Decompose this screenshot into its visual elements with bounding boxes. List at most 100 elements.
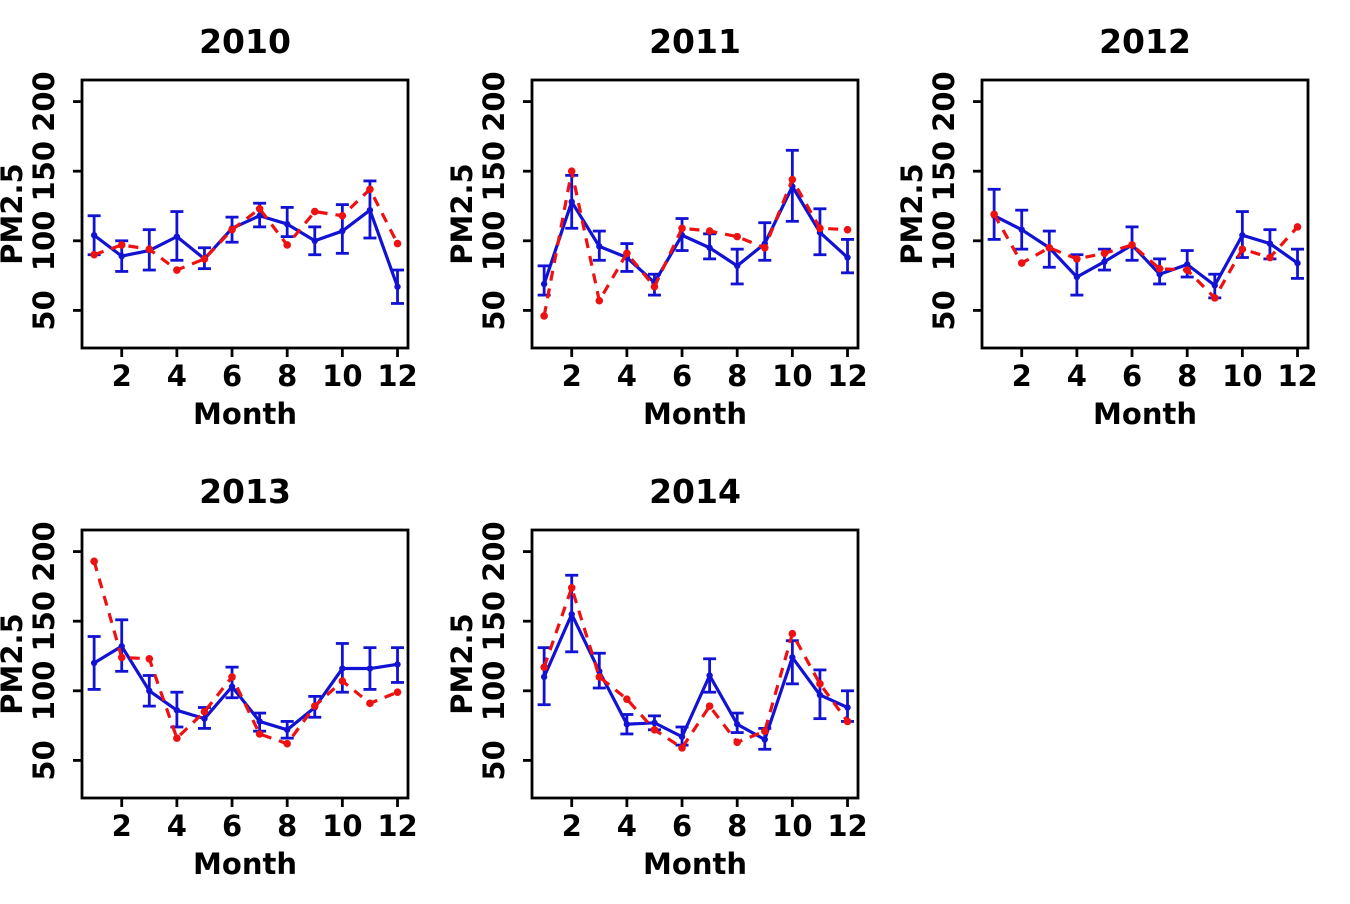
y-tick-label: 50 <box>27 740 61 780</box>
mean-point <box>90 232 98 239</box>
predicted-point <box>145 245 154 253</box>
panel-title: 2013 <box>199 472 291 511</box>
mean-point <box>339 665 346 672</box>
predicted-point <box>623 249 631 258</box>
y-tick-label: 50 <box>27 290 61 330</box>
y-axis-label: PM2.5 <box>450 163 479 265</box>
plot-box <box>980 78 1310 350</box>
mean-point <box>283 726 291 733</box>
y-tick-label: 200 <box>477 521 511 582</box>
y-tick-label: 100 <box>27 211 61 272</box>
predicted-point <box>283 241 291 249</box>
x-tick-label: 4 <box>617 359 637 393</box>
predicted-point <box>1073 255 1081 263</box>
x-tick-label: 8 <box>277 809 297 843</box>
x-tick-label: 4 <box>617 809 637 843</box>
mean-point <box>733 721 741 728</box>
y-tick-label: 100 <box>477 211 511 272</box>
predicted-point <box>623 695 631 703</box>
x-tick-label: 10 <box>322 359 362 393</box>
predicted-point <box>678 744 686 752</box>
mean-point <box>1266 240 1274 247</box>
predicted-point <box>733 738 741 747</box>
x-tick-label: 6 <box>1122 359 1142 393</box>
predicted-point <box>567 167 576 175</box>
predicted-point <box>650 282 659 291</box>
mean-point <box>394 661 401 668</box>
predicted-point <box>117 653 126 662</box>
plot-box <box>80 78 410 350</box>
y-axis-label: PM2.5 <box>0 163 29 265</box>
predicted-point <box>816 224 824 233</box>
predicted-point <box>90 557 98 566</box>
x-axis-label: Month <box>1093 397 1197 431</box>
mean-point <box>596 243 603 250</box>
mean-point <box>228 683 236 690</box>
predicted-point <box>760 243 769 252</box>
y-tick-label: 150 <box>927 141 961 202</box>
x-tick-label: 4 <box>1067 359 1087 393</box>
mean-point <box>651 719 658 727</box>
x-tick-label: 12 <box>827 359 867 393</box>
y-tick-label: 100 <box>927 211 961 272</box>
y-tick-label: 50 <box>477 290 511 330</box>
predicted-point <box>843 717 852 726</box>
x-tick-label: 2 <box>562 359 582 393</box>
chart-panel: 2 4 6 8 10 12 50 100 150 200 2012 Month PM2.5 <box>895 0 1350 450</box>
predicted-line <box>92 560 399 746</box>
y-tick-label: 50 <box>477 740 511 780</box>
predicted-point <box>1183 266 1191 274</box>
y-axis-label: PM2.5 <box>0 613 29 715</box>
predicted-point <box>255 204 264 213</box>
mean-point <box>706 244 713 251</box>
y-tick-label: 150 <box>27 591 61 652</box>
predicted-point <box>1238 245 1247 253</box>
mean-point <box>706 672 713 679</box>
panel-title: 2010 <box>199 22 291 61</box>
predicted-point <box>760 727 769 735</box>
predicted-point <box>788 175 797 184</box>
x-tick-label: 2 <box>112 359 132 393</box>
y-tick-label: 50 <box>927 290 961 330</box>
mean-point <box>1018 226 1025 233</box>
predicted-point <box>283 739 291 748</box>
predicted-line <box>93 187 399 272</box>
predicted-point <box>540 312 548 320</box>
mean-point <box>678 733 686 740</box>
mean-point <box>568 198 575 206</box>
mean-point <box>256 718 263 725</box>
x-axis-label: Month <box>193 397 297 431</box>
x-tick-label: 8 <box>727 359 747 393</box>
x-axis-label: Month <box>643 397 747 431</box>
mean-point <box>394 283 401 290</box>
predicted-point <box>1128 241 1136 249</box>
y-tick-label: 100 <box>477 661 511 722</box>
panel-title: 2012 <box>1099 22 1191 61</box>
mean-point <box>844 704 851 711</box>
x-tick-label: 12 <box>827 809 867 843</box>
mean-point <box>173 707 181 714</box>
chart-2013: 2 4 6 8 10 12 50 100 150 200 2013 Month PM2.5 <box>0 472 418 881</box>
predicted-point <box>595 296 604 305</box>
predicted-point <box>228 673 236 681</box>
x-tick-label: 12 <box>1277 359 1317 393</box>
x-tick-label: 12 <box>377 359 417 393</box>
y-axis-label: PM2.5 <box>900 163 929 265</box>
predicted-line <box>542 586 849 750</box>
y-tick-label: 150 <box>477 141 511 202</box>
x-tick-label: 2 <box>1012 359 1032 393</box>
y-tick-label: 200 <box>477 71 511 132</box>
predicted-point <box>1100 249 1109 258</box>
mean-point <box>623 721 631 728</box>
predicted-point <box>90 250 98 259</box>
predicted-point <box>1155 264 1164 273</box>
predicted-point <box>338 677 347 685</box>
mean-point <box>173 233 181 240</box>
predicted-point <box>990 210 998 219</box>
mean-line <box>542 184 849 285</box>
plot-box <box>80 528 410 800</box>
predicted-line <box>542 169 848 317</box>
mean-point <box>1183 261 1191 268</box>
x-tick-label: 2 <box>562 809 582 843</box>
